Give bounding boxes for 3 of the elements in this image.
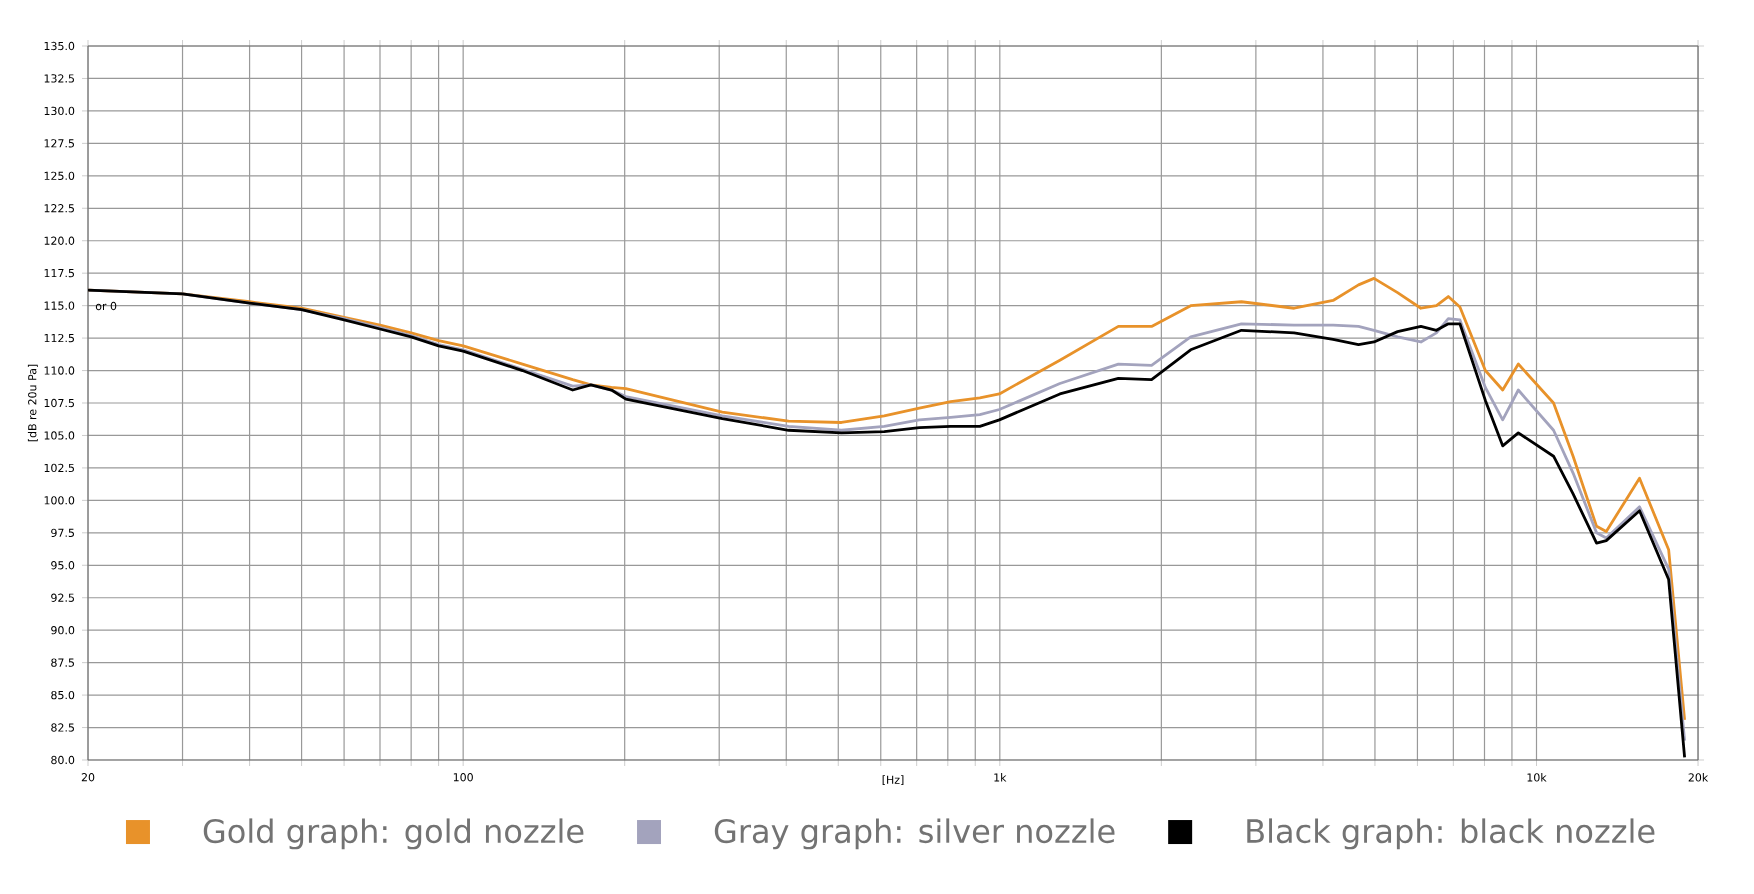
legend-label: Gold graph: gold nozzle: [203, 818, 584, 850]
legend-label: Black graph: black nozzle: [1247, 818, 1655, 850]
legend-label: Gray graph: silver nozzle: [714, 818, 1115, 850]
